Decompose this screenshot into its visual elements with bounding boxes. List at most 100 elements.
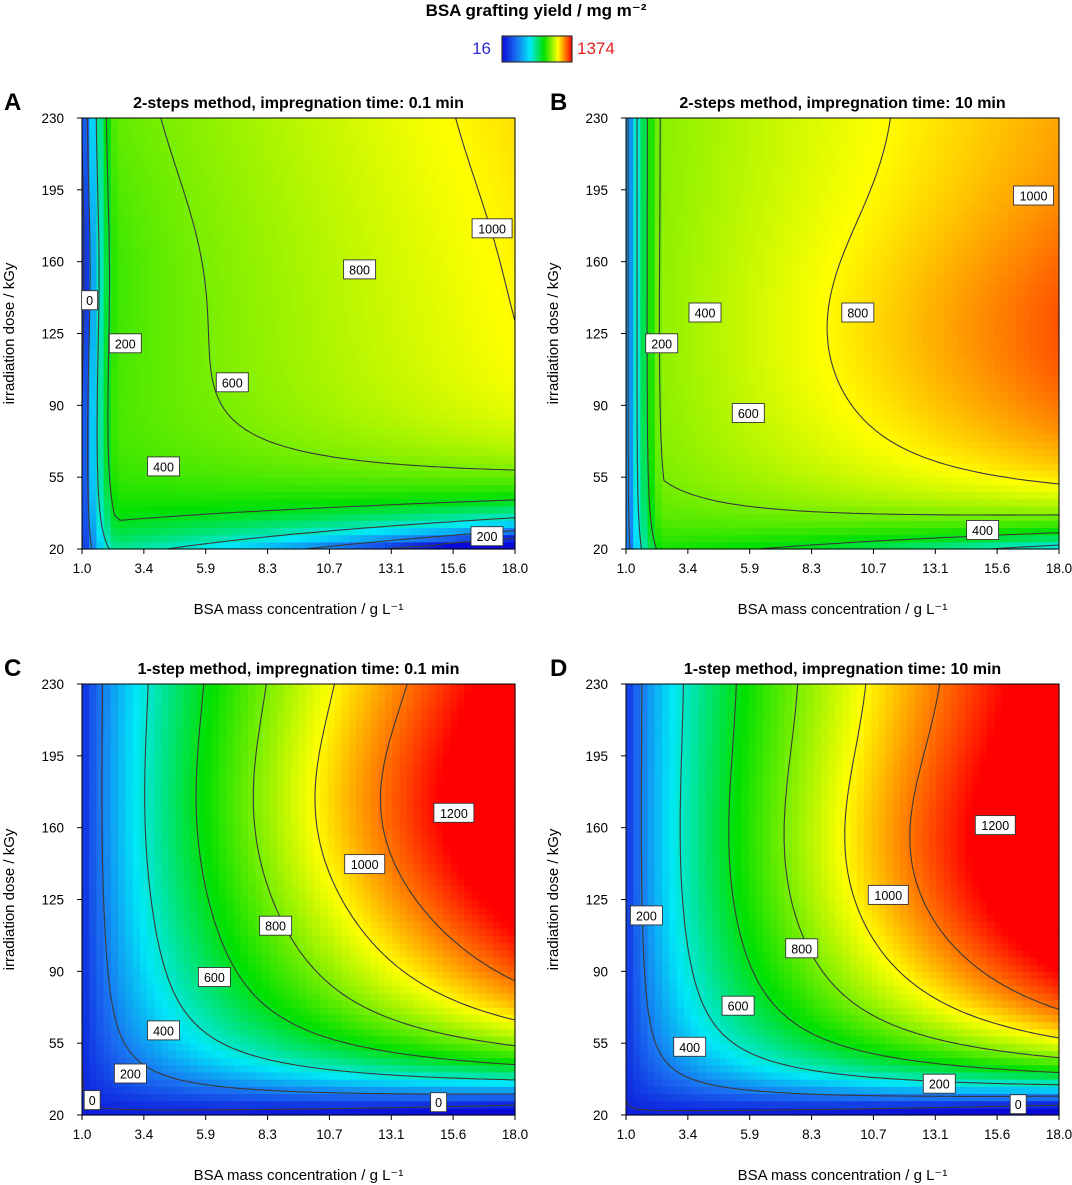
heatmap-cell [284, 527, 292, 536]
heatmap-cell [168, 426, 177, 435]
heatmap-cell [413, 161, 422, 169]
heatmap-cell [698, 434, 706, 442]
heatmap-cell [154, 276, 162, 284]
heatmap-cell [168, 161, 177, 169]
heatmap-cell [676, 383, 685, 392]
heatmap-cell [175, 419, 184, 428]
heatmap-cell [132, 218, 141, 227]
heatmap-cell [392, 340, 401, 349]
heatmap-cell [132, 513, 141, 521]
heatmap-cell [770, 491, 779, 500]
heatmap-cell [82, 383, 90, 392]
heatmap-cell [435, 247, 444, 256]
heatmap-cell [356, 139, 365, 148]
heatmap-cell [486, 434, 494, 442]
heatmap-cell [626, 498, 634, 507]
heatmap-cell [154, 376, 162, 385]
heatmap-cell [154, 247, 162, 256]
heatmap-cell [662, 225, 670, 234]
heatmap-cell [755, 484, 764, 493]
heatmap-cell [698, 369, 706, 378]
heatmap-cell [175, 232, 184, 241]
heatmap-cell [247, 268, 256, 277]
heatmap-cell [457, 204, 466, 212]
heatmap-cell [233, 283, 242, 291]
heatmap-cell [262, 311, 271, 320]
heatmap-cell [734, 355, 743, 363]
heatmap-cell [190, 390, 199, 399]
heatmap-cell [139, 232, 148, 241]
heatmap-cell [413, 469, 422, 478]
heatmap-cell [175, 304, 184, 313]
heatmap-cell [640, 161, 649, 169]
heatmap-cell [146, 232, 155, 241]
heatmap-cell [341, 189, 350, 198]
heatmap-cell [457, 362, 466, 371]
heatmap-cell [312, 290, 321, 299]
heatmap-cell [146, 448, 155, 457]
heatmap-cell [741, 340, 750, 349]
heatmap-cell [662, 369, 670, 378]
heatmap-cell [755, 232, 764, 241]
heatmap-cell [132, 462, 141, 471]
heatmap-cell [385, 347, 393, 356]
heatmap-cell [712, 398, 721, 406]
heatmap-cell [421, 376, 429, 385]
heatmap-cell [240, 311, 249, 320]
heatmap-cell [413, 369, 422, 378]
heatmap-cell [103, 311, 112, 320]
heatmap-cell [392, 247, 401, 256]
heatmap-cell [89, 491, 98, 500]
heatmap-cell [450, 311, 458, 320]
heatmap-cell [486, 240, 494, 248]
heatmap-cell [464, 448, 473, 457]
heatmap-cell [334, 520, 343, 529]
heatmap-cell [633, 505, 642, 514]
heatmap-cell [233, 498, 242, 507]
heatmap-cell [377, 484, 386, 493]
heatmap-cell [89, 355, 98, 363]
heatmap-cell [255, 448, 264, 457]
heatmap-cell [305, 204, 314, 212]
heatmap-cell [450, 139, 458, 148]
heatmap-cell [298, 283, 307, 291]
heatmap-cell [626, 469, 634, 478]
heatmap-cell [226, 175, 235, 184]
heatmap-cell [298, 441, 307, 450]
heatmap-cell [676, 232, 685, 241]
heatmap-cell [291, 261, 300, 270]
heatmap-cell [640, 434, 649, 442]
heatmap-cell [269, 491, 278, 500]
heatmap-cell [428, 383, 437, 392]
heatmap-cell [320, 168, 328, 177]
heatmap-cell [175, 311, 184, 320]
heatmap-cell [413, 153, 422, 162]
heatmap-cell [377, 218, 386, 227]
heatmap-cell [161, 197, 170, 205]
heatmap-cell [457, 153, 466, 162]
heatmap-cell [633, 534, 642, 543]
heatmap-cell [748, 505, 757, 514]
heatmap-cell [450, 247, 458, 256]
heatmap-cell [500, 139, 509, 148]
heatmap-cell [683, 541, 692, 550]
heatmap-cell [305, 340, 314, 349]
heatmap-cell [647, 491, 656, 500]
heatmap-cell [763, 333, 771, 342]
heatmap-cell [428, 340, 437, 349]
heatmap-cell [118, 441, 126, 450]
heatmap-cell [312, 462, 321, 471]
heatmap-cell [197, 498, 206, 507]
heatmap-cell [103, 527, 112, 536]
heatmap-cell [478, 261, 487, 270]
heatmap-cell [132, 491, 141, 500]
heatmap-cell [763, 132, 771, 141]
heatmap-cell [464, 419, 473, 428]
heatmap-cell [298, 132, 307, 141]
heatmap-cell [226, 232, 235, 241]
heatmap-cell [507, 426, 516, 435]
heatmap-cell [320, 455, 328, 464]
heatmap-cell [406, 139, 415, 148]
heatmap-cell [247, 376, 256, 385]
heatmap-cell [719, 469, 728, 478]
